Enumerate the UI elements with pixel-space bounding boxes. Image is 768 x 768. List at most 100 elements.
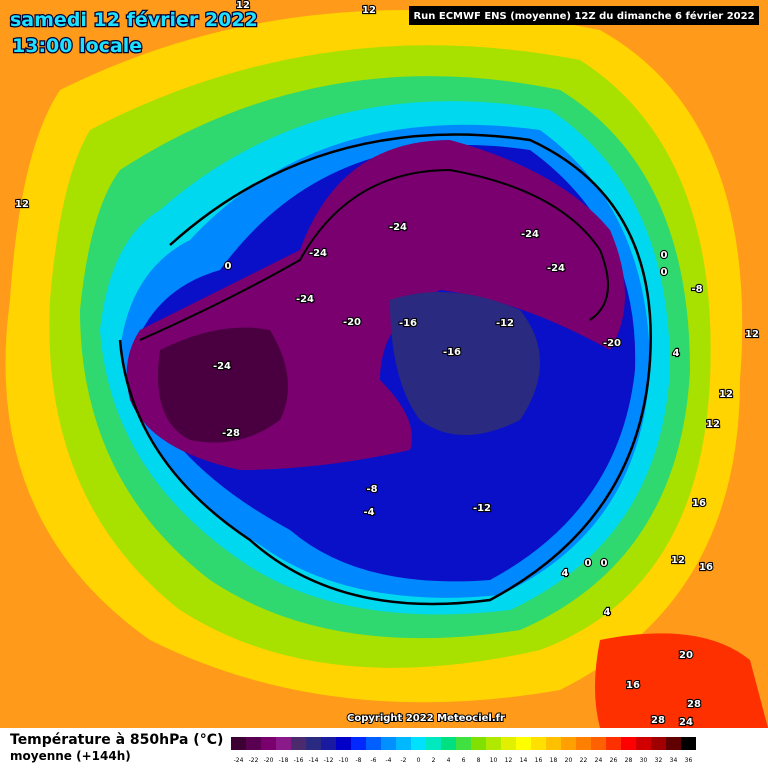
contour-label: -8 [366,484,377,495]
legend-label: 26 [610,757,618,764]
contour-label: -12 [473,503,491,514]
legend-label: -12 [324,757,334,764]
run-box [409,6,759,25]
legend-label: 6 [462,757,466,764]
legend-swatch [486,737,501,750]
contour-label: 28 [651,715,665,726]
legend-swatch [636,737,651,750]
legend-swatch [621,737,636,750]
legend-swatch [546,737,561,750]
legend-label: 36 [685,757,693,764]
legend-label: 34 [670,757,678,764]
contour-label: 16 [699,562,713,573]
legend-label: -8 [356,757,362,764]
time-title: 13:00 locale [12,35,142,57]
footer-title: Température à 850hPa (°C) [10,732,223,748]
legend-swatch [531,737,546,750]
legend-swatch [366,737,381,750]
contour-label: 16 [692,498,706,509]
contour-label: 12 [15,199,29,210]
contour-label: -4 [363,507,374,518]
zone-navy [390,292,540,435]
contour-label: -20 [603,338,621,349]
contour-label: -24 [521,229,539,240]
zone-darkpurple [158,327,288,443]
legend-swatch [606,737,621,750]
contour-label: 12 [719,389,733,400]
legend-label: -22 [249,757,259,764]
contour-label: 24 [679,717,693,728]
legend-swatch [321,737,336,750]
contour-label: -28 [222,428,240,439]
footer-subtitle: moyenne (+144h) [10,749,131,763]
legend-swatch [426,737,441,750]
legend-swatch [276,737,291,750]
legend-label: 20 [565,757,573,764]
legend-label: 18 [550,757,558,764]
legend-swatch [291,737,306,750]
legend-swatch [381,737,396,750]
legend-label: 8 [477,757,481,764]
contour-label: -8 [691,284,702,295]
contour-label: 12 [706,419,720,430]
legend-label: -18 [279,757,289,764]
legend-label: -10 [339,757,349,764]
contour-label: 0 [661,267,668,278]
legend-label: 22 [580,757,588,764]
legend-swatch [336,737,351,750]
legend-swatch [591,737,606,750]
copyright: Copyright 2022 Meteociel.fr [347,713,505,724]
contour-label: -24 [309,248,327,259]
legend-swatch [441,737,456,750]
legend-label: 32 [655,757,663,764]
contour-label: 20 [679,650,693,661]
contour-label: 4 [604,607,611,618]
legend-label: -16 [294,757,304,764]
legend-swatch [501,737,516,750]
contour-label: 0 [601,558,608,569]
legend-swatch [231,737,246,750]
legend-swatch [576,737,591,750]
contour-label: 12 [671,555,685,566]
legend-label: 30 [640,757,648,764]
legend-swatch [306,737,321,750]
zone-red [595,633,768,728]
isotherm-minus-20 [139,168,609,341]
legend-swatch [456,737,471,750]
legend-label: -14 [309,757,319,764]
legend-swatch [561,737,576,750]
legend-label: 0 [417,757,421,764]
contour-label: 4 [562,568,569,579]
contour-label: -12 [496,318,514,329]
legend-swatch [516,737,531,750]
legend-label: 12 [505,757,513,764]
legend-swatch [411,737,426,750]
legend-label: -20 [264,757,274,764]
contour-label: -24 [296,294,314,305]
legend-swatch [396,737,411,750]
run-info: Run ECMWF ENS (moyenne) 12Z du dimanche … [413,10,754,22]
contour-label: 12 [362,5,376,16]
legend-label: 28 [625,757,633,764]
legend-label: -6 [371,757,377,764]
legend-label: 24 [595,757,603,764]
contour-label: 4 [673,348,680,359]
legend-label: 10 [490,757,498,764]
contour-label: -24 [213,361,231,372]
legend-label: -2 [401,757,407,764]
legend-label: -24 [234,757,244,764]
contour-label: 12 [745,329,759,340]
isotherm-zero [118,133,652,606]
legend-swatch [651,737,666,750]
contour-label: -16 [399,318,417,329]
contour-label: 0 [585,558,592,569]
legend-label: 16 [535,757,543,764]
legend-swatch [351,737,366,750]
legend-swatch [666,737,681,750]
contour-label: -20 [343,317,361,328]
contour-label: -24 [389,222,407,233]
contour-label: 28 [687,699,701,710]
legend-label: 2 [432,757,436,764]
